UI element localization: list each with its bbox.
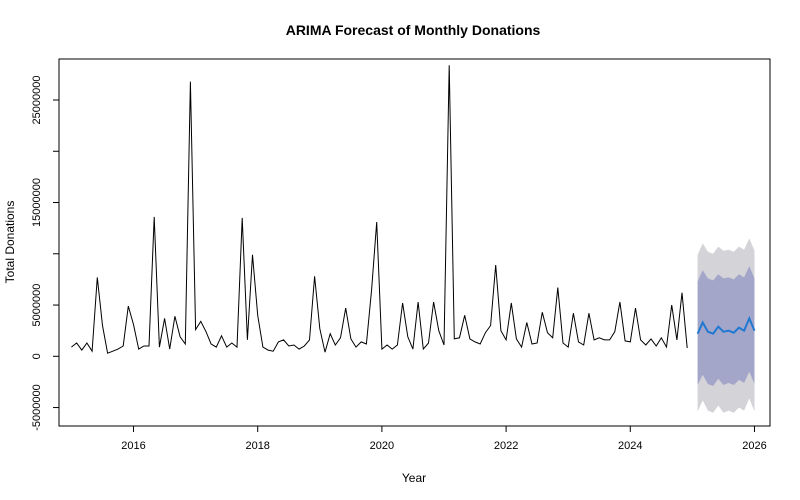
band-80 [697,266,755,386]
y-axis-label: Total Donations [3,201,17,284]
history-line [71,65,688,354]
y-axis: -5000000 0 5000000 15000000 25000000 [31,76,59,431]
series-lines [71,65,756,354]
y-tick-label: 15000000 [31,178,43,227]
chart-title: ARIMA Forecast of Monthly Donations [286,22,541,38]
y-tick-label: 5000000 [31,284,43,327]
x-tick-label: 2018 [245,440,269,452]
y-tick-label: 0 [31,353,43,359]
x-tick-label: 2016 [121,440,145,452]
x-tick-label: 2024 [618,440,642,452]
forecast-mean-line [696,315,756,335]
x-tick-label: 2026 [742,440,766,452]
y-tick-label: 25000000 [31,76,43,125]
plot-frame [58,58,771,427]
x-tick-label: 2022 [494,440,518,452]
x-axis: 2016 2018 2020 2022 2024 2026 [121,426,767,452]
y-tick-label: -5000000 [31,384,43,431]
x-axis-label: Year [402,471,426,485]
x-tick-label: 2020 [370,440,394,452]
forecast-bands [697,238,755,413]
